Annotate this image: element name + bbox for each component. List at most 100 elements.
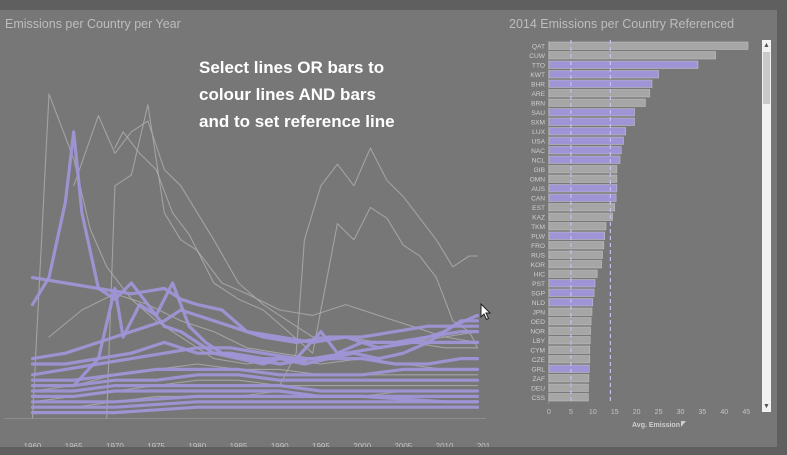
x-tick-label: 10	[589, 409, 597, 416]
y-tick-label: NLD	[532, 300, 545, 307]
bar-can	[548, 193, 617, 202]
bar-est	[548, 203, 615, 212]
x-tick-label: 2010	[436, 442, 454, 447]
x-tick-label: 0	[547, 409, 551, 416]
series-line-22	[30, 400, 480, 409]
y-tick-label: GRL	[531, 367, 545, 374]
line-chart[interactable]: 1960 1965 1970 1975 1980 1985 1990 1995 2000 2005…	[0, 10, 490, 447]
scrollbar-thumb[interactable]	[763, 52, 770, 104]
x-tick-label: 1970	[106, 442, 124, 447]
bar-css	[548, 393, 589, 402]
series-line-19	[30, 384, 480, 393]
bar-kor	[548, 260, 602, 269]
series-line-5	[279, 147, 479, 387]
bar-oed	[548, 317, 592, 326]
y-tick-label: EST	[532, 205, 545, 212]
bar-pst	[548, 279, 596, 288]
bar-fro	[548, 241, 605, 250]
bar-zaf	[548, 374, 590, 383]
x-tick-label: 25	[655, 409, 663, 416]
bar-ncl	[548, 155, 621, 164]
instruction-text: Select lines OR bars to colour lines AND…	[199, 54, 469, 135]
x-tick-label: 1990	[271, 442, 289, 447]
bar-nac	[548, 146, 622, 155]
series-line-15	[30, 330, 480, 377]
y-tick-label: CUW	[529, 53, 546, 60]
y-tick-label: CAN	[531, 196, 545, 203]
y-tick-label: KAZ	[532, 215, 545, 222]
x-axis-title: Avg. Emission	[632, 422, 680, 429]
series-line-4	[114, 131, 479, 354]
x-tick-label: 2005	[394, 442, 412, 447]
y-tick-label: SAU	[531, 110, 545, 117]
x-tick-label: 15	[611, 409, 619, 416]
x-tick-label: 1975	[147, 442, 165, 447]
scroll-down-icon[interactable]: ▼	[763, 403, 770, 410]
x-tick-label: 40	[720, 409, 728, 416]
bar-kwt	[548, 70, 659, 79]
bar-are	[548, 89, 651, 98]
y-tick-label: NOR	[530, 329, 545, 336]
y-tick-label: GIB	[534, 167, 546, 174]
bar-usa	[548, 136, 624, 145]
y-tick-label: TKM	[531, 224, 545, 231]
series-line-12	[30, 276, 480, 350]
series-line-16	[30, 340, 480, 366]
bar-lby	[548, 336, 591, 345]
bar-lux	[548, 127, 626, 136]
x-tick-label: 2015	[477, 442, 490, 447]
mouse-cursor-icon	[480, 303, 492, 321]
x-tick-label: 1965	[65, 442, 83, 447]
bar-kaz	[548, 212, 613, 221]
x-tick-label: 2000	[353, 442, 371, 447]
bar-chart[interactable]: QAT CUW TTO KWT BHR ARE BRN SAU SXM LUX USA NAC NCL G…	[490, 10, 760, 447]
y-tick-label: SXM	[531, 120, 545, 127]
y-tick-label: JPN	[533, 310, 546, 317]
bar-tto	[548, 60, 699, 69]
scroll-up-icon[interactable]: ▲	[763, 42, 770, 49]
y-tick-label: ZAF	[533, 376, 545, 383]
y-tick-label: DEU	[531, 386, 545, 393]
line-chart-title: Emissions per Country per Year	[5, 17, 181, 31]
y-tick-label: BHR	[531, 82, 545, 89]
bar-cze	[548, 355, 591, 364]
bar-sgp	[548, 288, 595, 297]
bar-cym	[548, 345, 591, 354]
bar-aus	[548, 184, 618, 193]
y-tick-label: USA	[531, 139, 545, 146]
y-tick-label: LUX	[532, 129, 545, 136]
x-tick-label: 1980	[188, 442, 206, 447]
x-tick-label: 45	[742, 409, 750, 416]
bar-cuw	[548, 51, 716, 60]
y-tick-label: NCL	[532, 158, 546, 165]
y-tick-label: OED	[531, 319, 546, 326]
bar-deu	[548, 383, 589, 392]
sort-icon	[681, 421, 686, 427]
bar-sau	[548, 108, 635, 117]
y-tick-label: PLW	[531, 234, 546, 241]
x-tick-label: 1995	[312, 442, 330, 447]
x-tick-label: 35	[699, 409, 707, 416]
y-tick-label: RUS	[531, 253, 546, 260]
x-tick-label: 20	[633, 409, 641, 416]
series-line-23	[30, 405, 480, 415]
y-tick-label: SGP	[531, 291, 546, 298]
y-tick-label: CSS	[531, 395, 545, 402]
bar-grl	[548, 364, 590, 373]
bar-omn	[548, 174, 618, 183]
y-tick-label: ARE	[531, 91, 545, 98]
x-tick-label: 5	[569, 409, 573, 416]
y-tick-label: NAC	[531, 148, 545, 155]
bar-chart-scrollbar[interactable]: ▲ ▼	[762, 40, 771, 412]
y-tick-label: KOR	[531, 262, 546, 269]
dashboard: Emissions per Country per Year 2014 Emis…	[0, 10, 777, 447]
instruction-line-2: colour lines AND bars	[199, 85, 376, 104]
bar-chart-title: 2014 Emissions per Country Referenced	[509, 17, 735, 31]
series-line-18	[30, 373, 480, 388]
bar-sxm	[548, 117, 635, 126]
y-tick-label: OMN	[530, 177, 546, 184]
y-tick-label: LBY	[533, 338, 546, 345]
bar-brn	[548, 98, 646, 107]
y-tick-label: CZE	[532, 357, 546, 364]
y-tick-label: QAT	[532, 44, 545, 51]
